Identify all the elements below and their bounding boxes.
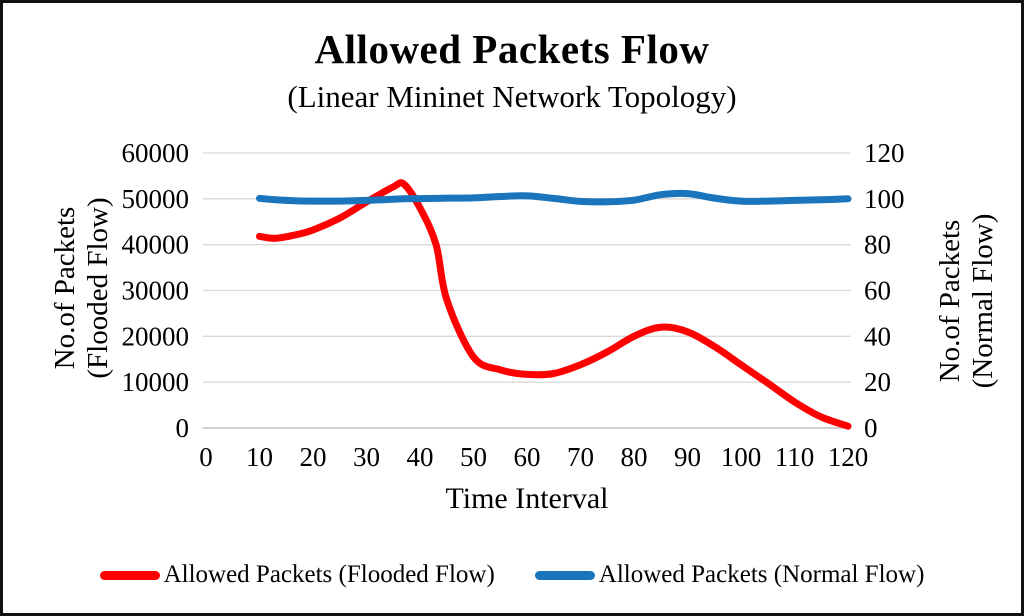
y-axis-right-tick-label: 100 — [864, 184, 905, 214]
y-axis-left-tick-label: 30000 — [122, 276, 190, 306]
y-axis-left-tick-label: 20000 — [122, 321, 190, 351]
legend-label-normal: Allowed Packets (Normal Flow) — [598, 561, 925, 588]
y-axis-left-tick-label: 40000 — [122, 230, 190, 260]
y-axis-right-tick-label: 20 — [864, 367, 891, 397]
left-axis-title: No.of Packets (Flooded Flow) — [49, 197, 115, 378]
left-axis-title-line2: (Flooded Flow) — [82, 197, 114, 379]
legend-item-flooded: Allowed Packets (Flooded Flow) — [99, 561, 495, 589]
y-axis-left-tick-label: 50000 — [122, 184, 190, 214]
x-axis-tick-label: 0 — [199, 442, 213, 472]
x-axis-tick-label: 50 — [460, 442, 487, 472]
chart-subtitle: (Linear Mininet Network Topology) — [287, 79, 737, 114]
legend-swatch-flooded-icon — [99, 570, 160, 580]
chart-title: Allowed Packets Flow — [314, 26, 710, 72]
legend-item-normal: Allowed Packets (Normal Flow) — [534, 561, 925, 589]
series-line-normal — [256, 189, 852, 206]
plot-area: 0 10000 20000 30000 40000 50000 60000 0 20 40 60 80… — [122, 138, 905, 472]
x-axis-tick-label: 80 — [621, 442, 648, 472]
x-axis-tick-label: 120 — [828, 442, 869, 472]
x-axis-tick-label: 40 — [407, 442, 434, 472]
y-axis-left-tick-label: 10000 — [122, 367, 190, 397]
right-axis-title-line2: (Normal Flow) — [967, 213, 999, 389]
y-axis-left-tick-label: 0 — [176, 413, 190, 443]
series-line-flooded — [256, 179, 852, 430]
x-axis-title: Time Interval — [445, 482, 609, 515]
x-axis-tick-label: 70 — [567, 442, 594, 472]
y-axis-left-tick-label: 60000 — [122, 138, 190, 168]
y-axis-right-tick-label: 60 — [864, 276, 891, 306]
x-axis-tick-label: 110 — [775, 442, 815, 472]
right-axis-title: No.of Packets (Normal Flow) — [934, 214, 1000, 389]
legend-label-flooded: Allowed Packets (Flooded Flow) — [163, 561, 495, 588]
y-axis-right-tick-label: 120 — [864, 138, 905, 168]
y-axis-right-tick-label: 40 — [864, 321, 891, 351]
x-axis-tick-label: 100 — [721, 442, 762, 472]
x-axis-tick-label: 10 — [246, 442, 273, 472]
y-axis-right-tick-label: 80 — [864, 230, 891, 260]
x-axis-tick-label: 20 — [300, 442, 327, 472]
legend: Allowed Packets (Flooded Flow) Allowed P… — [3, 561, 1021, 589]
x-axis-tick-label: 30 — [353, 442, 380, 472]
x-axis-tick-label: 60 — [514, 442, 541, 472]
x-axis-tick-label: 90 — [674, 442, 701, 472]
left-axis-title-line1: No.of Packets — [49, 206, 81, 370]
legend-swatch-normal-icon — [534, 570, 595, 580]
y-axis-right-tick-label: 0 — [864, 413, 878, 443]
right-axis-title-line1: No.of Packets — [934, 219, 966, 383]
